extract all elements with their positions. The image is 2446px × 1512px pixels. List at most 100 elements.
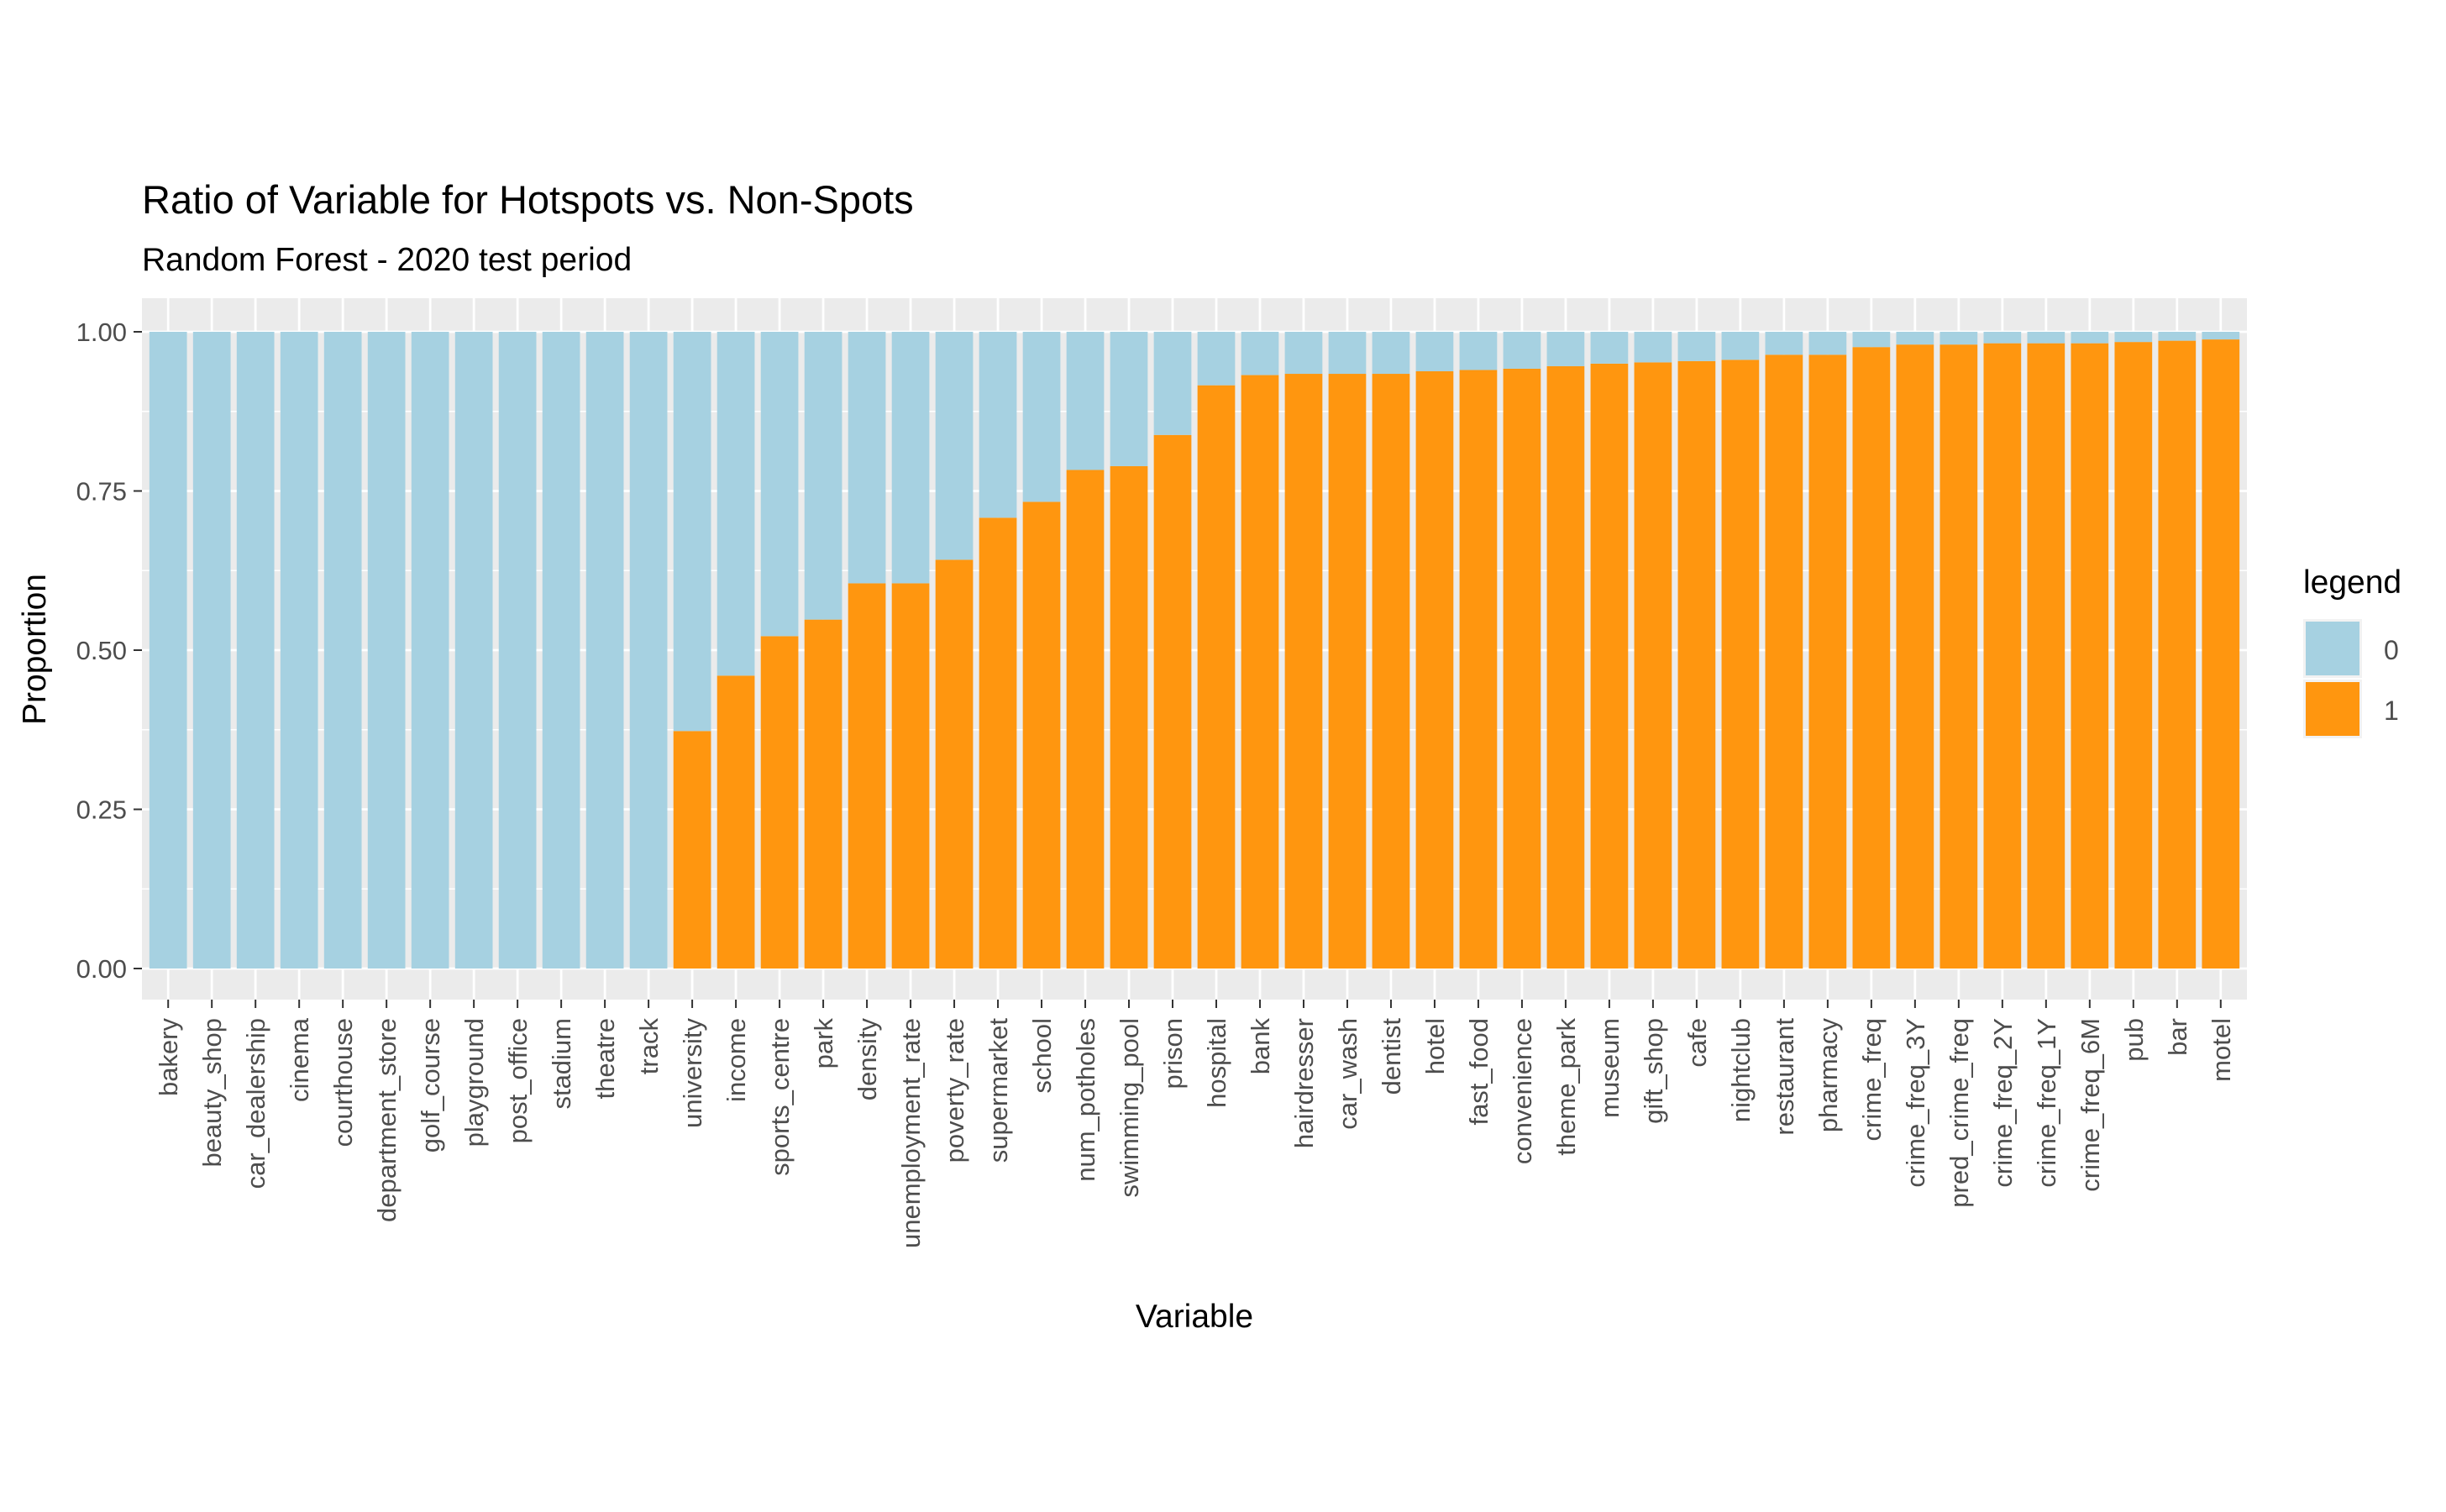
- bar-series-1-convenience: [1503, 368, 1541, 969]
- bar-series-0-track: [629, 332, 668, 969]
- chart-title: Ratio of Variable for Hotspots vs. Non-S…: [142, 177, 914, 222]
- bar-series-1-crime_freq_1Y: [2027, 343, 2065, 969]
- x-tick-label: prison: [1158, 1018, 1188, 1089]
- bar-series-0-car_wash: [1328, 332, 1367, 375]
- bar-series-1-school: [1022, 501, 1061, 969]
- x-tick-label: hotel: [1420, 1018, 1450, 1074]
- bar-series-1-sports_centre: [760, 636, 799, 969]
- bar-series-0-school: [1022, 332, 1061, 502]
- x-tick-label: golf_course: [416, 1018, 445, 1152]
- x-tick-label: hairdresser: [1289, 1018, 1319, 1148]
- x-tick-label: pred_crime_freq: [1945, 1018, 1974, 1208]
- bar-series-1-pred_crime_freq: [1939, 344, 1978, 969]
- bar-series-0-theatre: [585, 332, 624, 969]
- bar-series-1-dentist: [1372, 374, 1410, 969]
- bar-series-1-density: [848, 583, 886, 969]
- bar-series-0-hospital: [1197, 332, 1236, 386]
- x-tick-label: supermarket: [984, 1018, 1013, 1163]
- bar-series-1-theme_park: [1546, 365, 1585, 969]
- bar-series-0-department_store: [367, 332, 406, 969]
- bar-series-0-pub: [2114, 332, 2153, 343]
- x-tick-label: school: [1027, 1018, 1057, 1094]
- bar-series-0-beauty_shop: [192, 332, 231, 969]
- x-tick-label: car_dealership: [241, 1018, 270, 1189]
- x-tick-label: stadium: [547, 1018, 576, 1110]
- bar-series-1-fast_food: [1459, 370, 1498, 969]
- legend-label-1: 1: [2384, 696, 2399, 726]
- bar-series-1-cafe: [1677, 360, 1716, 969]
- bar-series-0-post_office: [498, 332, 537, 969]
- bar-series-1-prison: [1153, 434, 1192, 969]
- bar-series-1-pub: [2114, 342, 2153, 969]
- x-tick-label: fast_food: [1464, 1018, 1493, 1126]
- x-axis: bakery beauty_shop car_dealership cinema cou…: [154, 1000, 2236, 1248]
- bar-series-0-fast_food: [1459, 332, 1498, 370]
- x-tick-label: courthouse: [328, 1018, 358, 1147]
- bar-series-0-convenience: [1503, 332, 1541, 369]
- bar-series-1-unemployment_rate: [891, 583, 930, 969]
- x-tick-label: post_office: [503, 1018, 533, 1143]
- x-axis-title: Variable: [1136, 1299, 1253, 1335]
- x-tick-label: crime_freq_2Y: [1988, 1018, 2018, 1188]
- y-tick-label: 1.00: [76, 318, 127, 347]
- bar-series-1-num_potholes: [1066, 470, 1105, 969]
- x-tick-label: pharmacy: [1814, 1018, 1843, 1133]
- x-tick-label: density: [853, 1018, 882, 1101]
- bar-series-1-motel: [2202, 339, 2240, 969]
- x-tick-label: car_wash: [1333, 1018, 1362, 1130]
- bar-series-0-motel: [2202, 332, 2240, 340]
- bar-series-1-hospital: [1197, 385, 1236, 969]
- bar-series-1-bank: [1241, 375, 1279, 969]
- bar-series-0-crime_freq_1Y: [2027, 332, 2065, 344]
- bar-series-0-park: [804, 332, 842, 620]
- x-tick-label: crime_freq_1Y: [2032, 1018, 2061, 1188]
- legend: legend 0 1: [2303, 564, 2401, 738]
- bar-series-1-crime_freq: [1852, 347, 1891, 969]
- x-tick-label: sports_centre: [765, 1018, 795, 1176]
- y-tick-label: 0.50: [76, 636, 127, 665]
- x-tick-label: swimming_pool: [1115, 1018, 1144, 1198]
- x-tick-label: bank: [1246, 1018, 1275, 1075]
- x-tick-label: unemployment_rate: [896, 1018, 926, 1248]
- bar-series-1-car_wash: [1328, 374, 1367, 969]
- bar-series-0-sports_centre: [760, 332, 799, 637]
- bar-series-0-stadium: [542, 332, 580, 969]
- x-tick-label: convenience: [1508, 1018, 1537, 1164]
- bar-series-1-income: [716, 675, 755, 969]
- y-tick-label: 0.00: [76, 954, 127, 984]
- bar-series-0-num_potholes: [1066, 332, 1105, 470]
- bar-series-1-poverty_rate: [935, 559, 974, 969]
- bar-series-0-cafe: [1677, 332, 1716, 361]
- bar-series-1-swimming_pool: [1110, 465, 1148, 969]
- bar-series-0-university: [673, 332, 711, 732]
- x-tick-label: crime_freq_3Y: [1901, 1018, 1930, 1188]
- bar-series-0-gift_shop: [1634, 332, 1672, 363]
- x-tick-label: university: [678, 1018, 707, 1128]
- x-tick-label: motel: [2207, 1018, 2236, 1082]
- bar-series-1-pharmacy: [1808, 354, 1847, 969]
- x-tick-label: museum: [1595, 1018, 1625, 1118]
- bar-series-0-courthouse: [323, 332, 362, 969]
- bar-series-0-density: [848, 332, 886, 584]
- bar-series-0-hairdresser: [1284, 332, 1323, 375]
- bar-series-0-cinema: [280, 332, 318, 969]
- bar-series-1-crime_freq_2Y: [1983, 343, 2022, 969]
- bar-series-1-park: [804, 619, 842, 969]
- x-tick-label: hospital: [1202, 1018, 1231, 1108]
- x-tick-label: crime_freq_6M: [2076, 1018, 2105, 1192]
- bar-series-0-golf_course: [411, 332, 449, 969]
- bar-series-0-poverty_rate: [935, 332, 974, 560]
- bar-series-0-bar: [2158, 332, 2197, 341]
- bar-series-0-supermarket: [979, 332, 1017, 518]
- bar-series-1-crime_freq_6M: [2071, 343, 2109, 969]
- x-tick-label: poverty_rate: [940, 1018, 969, 1163]
- bars: [149, 332, 2240, 969]
- bar-series-0-crime_freq_6M: [2071, 332, 2109, 344]
- x-tick-label: cafe: [1682, 1018, 1712, 1068]
- legend-label-0: 0: [2384, 635, 2399, 665]
- x-tick-label: gift_shop: [1639, 1018, 1668, 1124]
- bar-series-0-bank: [1241, 332, 1279, 375]
- x-tick-label: theatre: [591, 1018, 620, 1100]
- x-tick-label: bakery: [154, 1018, 183, 1097]
